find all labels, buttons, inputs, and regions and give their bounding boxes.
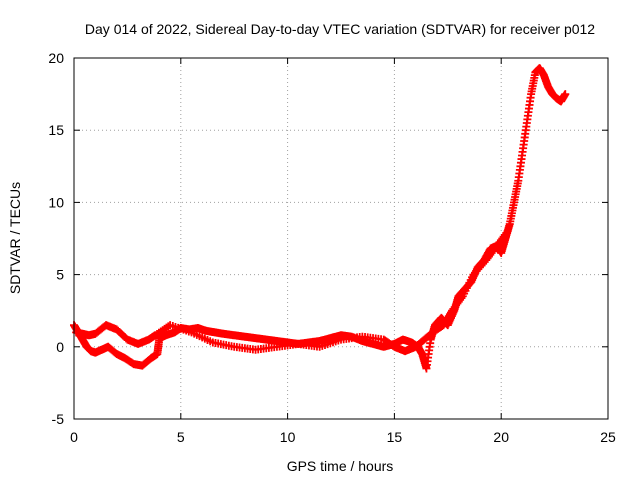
y-axis-label: SDTVAR / TECUs <box>7 182 23 294</box>
chart-title: Day 014 of 2022, Sidereal Day-to-day VTE… <box>85 21 595 37</box>
y-tick-label: 5 <box>56 267 64 283</box>
x-tick-label: 15 <box>387 429 403 445</box>
series-sdtvar-lower-trace <box>72 227 512 356</box>
y-tick-label: 0 <box>56 339 64 355</box>
plot-frame <box>73 57 609 420</box>
data-series <box>70 64 570 373</box>
y-tick-label: -5 <box>52 411 65 427</box>
x-tick-label: 5 <box>177 429 185 445</box>
grid <box>74 58 608 419</box>
x-tick-label: 0 <box>70 429 78 445</box>
x-tick-label: 25 <box>600 429 616 445</box>
x-tick-label: 20 <box>493 429 509 445</box>
y-tick-label: 20 <box>48 50 64 66</box>
y-tick-label: 10 <box>48 194 64 210</box>
x-tick-label: 10 <box>280 429 296 445</box>
axes: 0 5 10 15 20 25 -5 0 5 10 15 20 <box>48 50 616 445</box>
series-markers <box>72 227 512 356</box>
x-axis-label: GPS time / hours <box>287 458 394 474</box>
y-tick-label: 15 <box>48 122 64 138</box>
series-markers <box>70 64 570 373</box>
series-sdtvar <box>70 64 570 373</box>
